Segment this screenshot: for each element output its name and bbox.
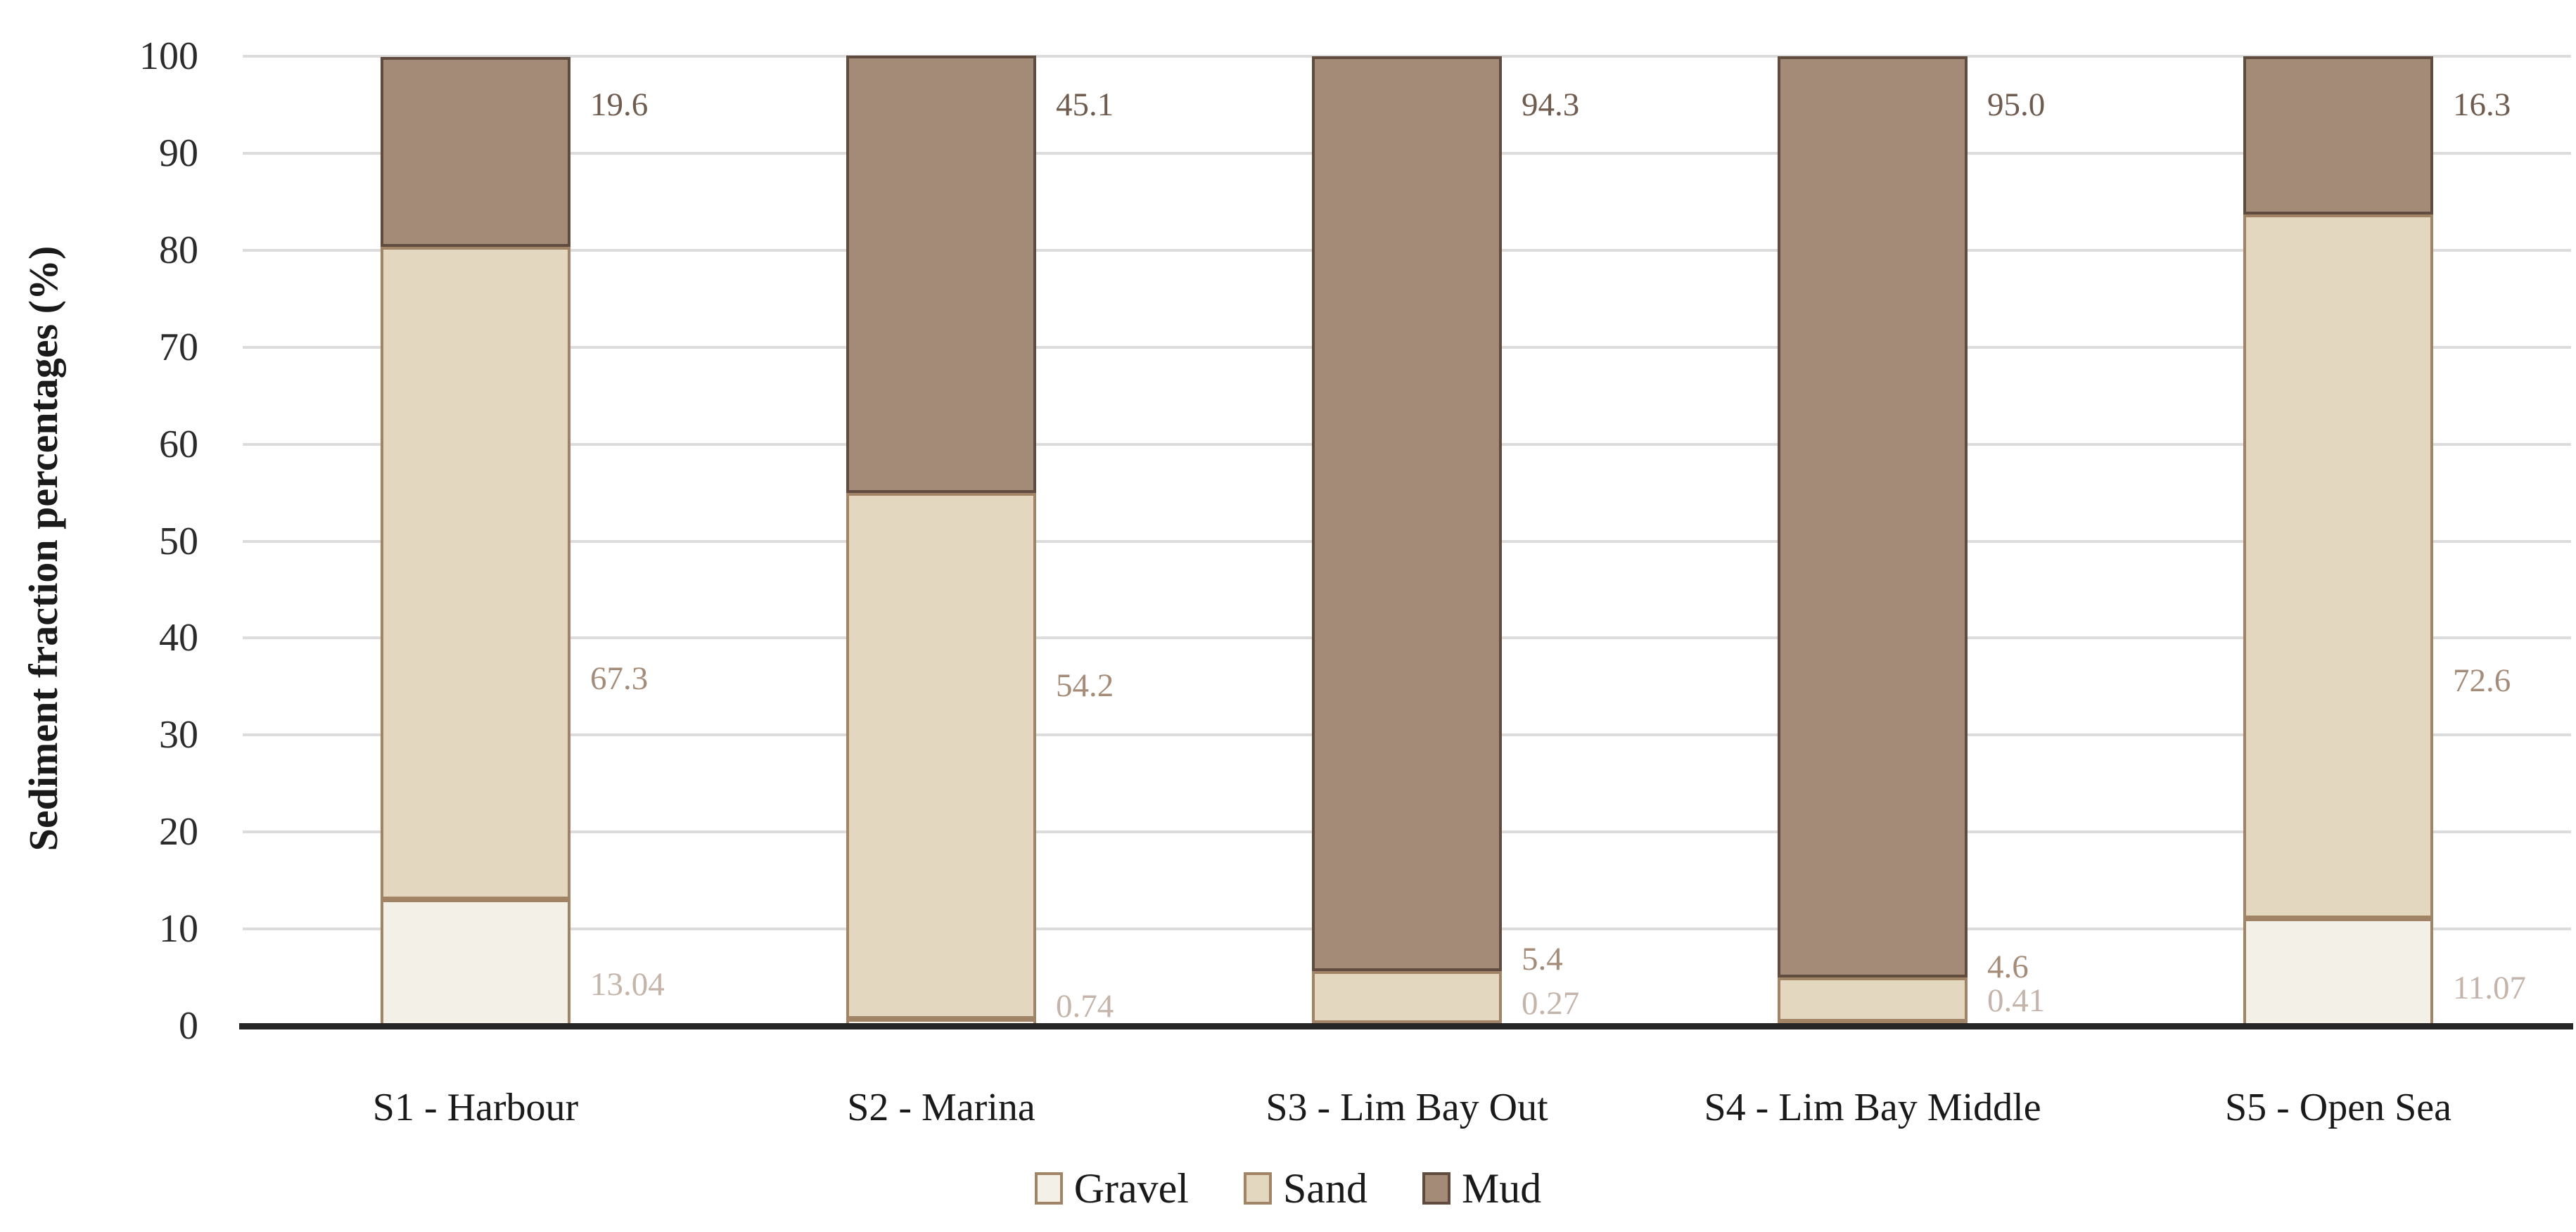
bar-2-sand-segment	[846, 493, 1036, 1019]
value-label-2-mud: 45.1	[1056, 86, 1114, 123]
legend-swatch-mud	[1422, 1172, 1450, 1205]
y-tick-label-30: 30	[159, 713, 198, 757]
value-label-1-mud: 19.6	[590, 86, 649, 123]
value-label-2-sand: 54.2	[1056, 667, 1114, 704]
bar-2-mud-segment	[846, 56, 1036, 494]
value-label-3-gravel: 0.27	[1522, 985, 1580, 1022]
legend-label-gravel: Gravel	[1073, 1165, 1189, 1212]
bar-4-mud-segment	[1778, 56, 1968, 977]
y-tick-label-90: 90	[159, 131, 198, 175]
y-tick-label-60: 60	[159, 422, 198, 466]
legend-item-gravel: Gravel	[1034, 1165, 1189, 1212]
value-label-1-gravel: 13.04	[590, 965, 665, 1003]
legend: Gravel Sand Mud	[0, 1166, 2576, 1211]
y-tick-label-20: 20	[159, 810, 198, 854]
value-label-2-gravel: 0.74	[1056, 988, 1114, 1025]
y-tick-label-10: 10	[159, 907, 198, 951]
legend-label-mud: Mud	[1461, 1165, 1542, 1212]
bar-1-mud-segment	[381, 56, 570, 248]
bar-5-gravel-segment	[2243, 918, 2433, 1026]
category-label-1: S1 - Harbour	[372, 1086, 579, 1129]
value-label-3-sand: 5.4	[1522, 940, 1563, 977]
bar-3-mud-segment	[1312, 56, 1502, 971]
value-label-3-mud: 94.3	[1522, 86, 1580, 123]
x-axis-line	[239, 1023, 2573, 1029]
category-label-3: S3 - Lim Bay Out	[1265, 1086, 1548, 1129]
value-label-5-mud: 16.3	[2453, 86, 2511, 123]
bar-1-sand-segment	[381, 247, 570, 900]
legend-item-mud: Mud	[1422, 1166, 1541, 1211]
y-tick-label-50: 50	[159, 519, 198, 563]
bar-3-sand-segment	[1312, 970, 1502, 1024]
legend-label-sand: Sand	[1282, 1165, 1367, 1212]
y-tick-label-80: 80	[159, 228, 198, 272]
y-tick-label-100: 100	[139, 34, 198, 78]
bar-1-gravel-segment	[381, 899, 570, 1026]
legend-swatch-sand	[1243, 1172, 1272, 1205]
bar-5-sand-segment	[2243, 214, 2433, 919]
bar-4-sand-segment	[1778, 977, 1968, 1022]
y-tick-label-0: 0	[179, 1004, 198, 1048]
bar-5-mud-segment	[2243, 56, 2433, 215]
value-label-5-sand: 72.6	[2453, 662, 2511, 700]
legend-item-sand: Sand	[1243, 1165, 1367, 1212]
category-label-5: S5 - Open Sea	[2225, 1086, 2451, 1129]
value-label-4-mud: 95.0	[1987, 86, 2046, 123]
legend-swatch-gravel	[1034, 1172, 1063, 1205]
y-tick-label-70: 70	[159, 325, 198, 369]
value-label-4-gravel: 0.41	[1987, 982, 2046, 1020]
value-label-1-sand: 67.3	[590, 660, 649, 698]
category-label-4: S4 - Lim Bay Middle	[1704, 1086, 2041, 1129]
category-label-2: S2 - Marina	[847, 1086, 1035, 1129]
value-label-5-gravel: 11.07	[2453, 970, 2527, 1007]
value-label-4-sand: 4.6	[1987, 948, 2029, 985]
y-tick-label-40: 40	[159, 616, 198, 660]
gridline-100	[243, 55, 2571, 58]
